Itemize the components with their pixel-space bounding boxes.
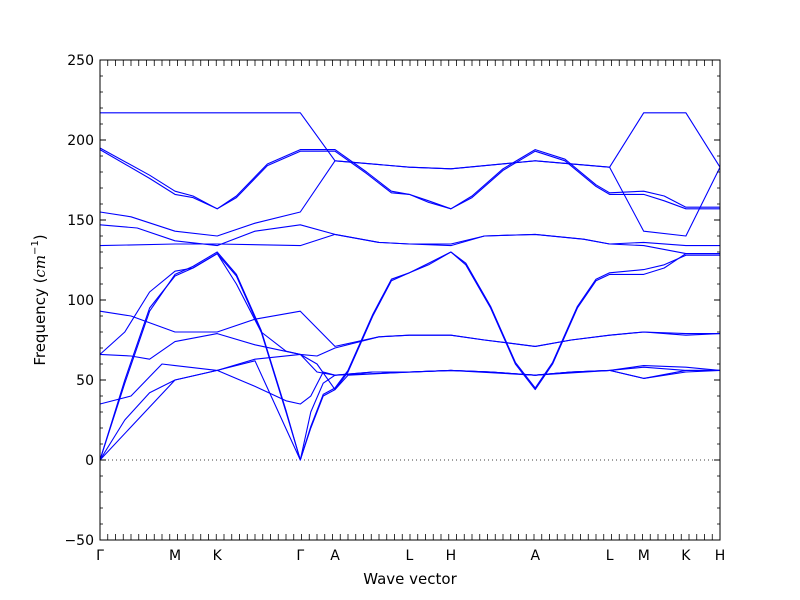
y-axis-label: Frequency (cm−1) [30,234,49,365]
band-line-8 [99,251,720,461]
y-tick-label: 0 [85,453,94,469]
x-kpoint-label: Γ [96,548,104,564]
x-kpoint-label: H [715,548,726,564]
x-kpoint-label: A [530,548,540,564]
x-axis-label: Wave vector [363,570,457,588]
y-tick-label: −50 [64,533,94,549]
band-line-4 [99,160,721,237]
y-axis-label-text: Frequency ( [31,278,49,366]
x-kpoint-label: H [446,548,457,564]
y-tick-label: 50 [76,373,94,389]
x-kpoint-label: L [405,548,413,564]
band-line-14 [99,360,720,461]
y-tick-label: 200 [67,133,94,149]
y-tick-label: 100 [67,293,94,309]
x-kpoint-label: A [330,548,340,564]
bands-layer [99,112,721,461]
ticks-layer: −50 0 50 100 150 200 250 Γ M K Γ A L H A L M K H [64,53,725,564]
y-axis-label-close: ) [31,234,49,240]
plot-frame [99,59,721,541]
plot-area [100,60,720,540]
y-tick-label: 250 [67,53,94,69]
band-line-6 [99,233,720,255]
x-kpoint-label: K [213,548,223,564]
y-tick-label: 150 [67,213,94,229]
x-kpoint-label: M [638,548,650,564]
x-kpoint-label: Γ [296,548,304,564]
y-axis-label-unit: cm [31,255,49,278]
x-kpoint-label: L [606,548,614,564]
x-kpoint-label: M [169,548,181,564]
y-axis-label-exponent: −1 [30,240,41,255]
band-line-11 [99,331,721,360]
x-kpoint-label: K [681,548,691,564]
band-line-3 [99,149,720,210]
